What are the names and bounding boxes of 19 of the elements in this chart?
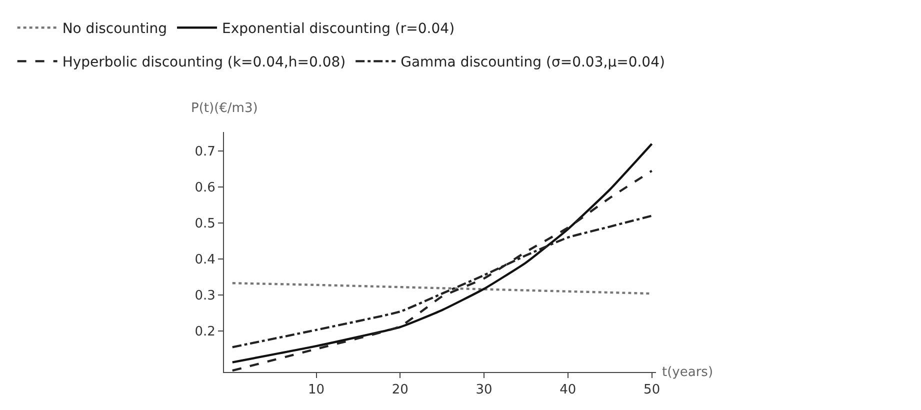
y-axis-title: P(t)(€/m3) (191, 101, 258, 116)
x-tick-label: 30 (476, 382, 492, 398)
legend-label: Hyperbolic discounting (k=0.04,h=0.08) (62, 54, 346, 71)
legend-label: Gamma discounting (σ=0.03,μ=0.04) (400, 54, 665, 71)
x-tick-label: 20 (392, 382, 408, 398)
x-axis-title: t(years) (662, 365, 714, 380)
y-tick-label: 0.6 (194, 180, 216, 196)
legend-label: Exponential discounting (r=0.04) (222, 21, 455, 38)
line-series (231, 170, 653, 372)
x-tick-label: 10 (308, 382, 325, 398)
line-series (231, 142, 653, 364)
y-tick-label: 0.2 (194, 324, 216, 340)
y-tick-label: 0.7 (194, 144, 216, 160)
y-tick-label: 0.5 (194, 216, 216, 232)
legend-label: No discounting (62, 21, 168, 38)
y-tick-label: 0.4 (194, 252, 216, 268)
y-tick-label: 0.3 (194, 288, 216, 304)
x-tick-label: 50 (644, 382, 660, 398)
x-tick-label: 40 (560, 382, 576, 398)
